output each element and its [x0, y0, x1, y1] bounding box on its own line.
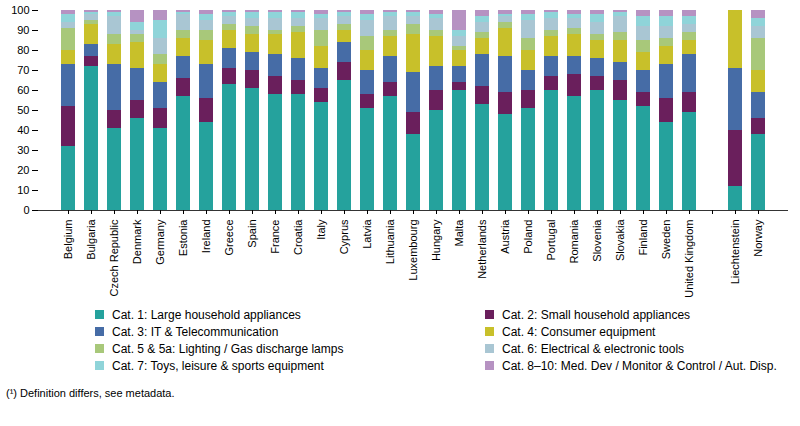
html-text:Cat. 8–10: Med. Dev / Monitor: Cat. 8–10: Med. Dev / Monitor & Control … [502, 358, 777, 373]
svg-text:80: 80 [17, 44, 29, 56]
html-text:Cat. 6: Electrical & electroni: Cat. 6: Electrical & electronic tools [502, 341, 685, 356]
svg-text:20: 20 [17, 164, 29, 176]
svg-text:France: France [269, 220, 281, 254]
svg-text:100: 100 [11, 4, 29, 16]
svg-text:Romania: Romania [568, 219, 580, 264]
svg-text:Luxembourg: Luxembourg [407, 220, 419, 281]
svg-text:Germany: Germany [154, 219, 166, 265]
svg-text:Malta: Malta [453, 219, 465, 247]
svg-text:60: 60 [17, 84, 29, 96]
html-text:Cat. 2: Small household applia: Cat. 2: Small household appliances [502, 307, 691, 322]
svg-text:Spain: Spain [246, 220, 258, 248]
svg-text:50: 50 [17, 104, 29, 116]
svg-text:Portugal: Portugal [545, 220, 557, 261]
svg-text:40: 40 [17, 124, 29, 136]
svg-text:Denmark: Denmark [131, 219, 143, 264]
svg-text:Hungary: Hungary [430, 219, 442, 261]
svg-text:Netherlands: Netherlands [476, 219, 488, 279]
html-text:Cat. 4: Consumer equipment: Cat. 4: Consumer equipment [502, 324, 656, 339]
html-text:Cat. 5 & 5a: Lighting / Gas di: Cat. 5 & 5a: Lighting / Gas discharge la… [112, 341, 344, 356]
svg-text:Slovakia: Slovakia [614, 219, 626, 261]
svg-text:90: 90 [17, 24, 29, 36]
html-text:(¹) Definition differs, see me: (¹) Definition differs, see metadata. [6, 387, 175, 399]
svg-text:0: 0 [23, 204, 29, 216]
svg-text:Greece: Greece [223, 220, 235, 256]
svg-text:Czech Republic: Czech Republic [108, 219, 120, 297]
svg-text:70: 70 [17, 64, 29, 76]
svg-text:Slovenia: Slovenia [591, 219, 603, 262]
svg-text:Finland: Finland [637, 220, 649, 256]
svg-text:Italy: Italy [315, 219, 327, 240]
svg-text:Ireland: Ireland [200, 220, 212, 254]
html-text:Cat. 7: Toys, leisure & sports: Cat. 7: Toys, leisure & sports equipment [112, 358, 324, 373]
svg-text:Austria: Austria [499, 219, 511, 254]
svg-text:30: 30 [17, 144, 29, 156]
svg-text:Bulgaria: Bulgaria [85, 219, 97, 260]
svg-text:Liechtenstein: Liechtenstein [729, 220, 741, 285]
svg-text:Latvia: Latvia [361, 219, 373, 249]
svg-text:Lithuania: Lithuania [384, 219, 396, 265]
svg-text:Sweden: Sweden [660, 220, 672, 260]
svg-text:Norway: Norway [752, 219, 764, 257]
svg-text:Estonia: Estonia [177, 219, 189, 257]
svg-text:Croatia: Croatia [292, 219, 304, 255]
svg-text:10: 10 [17, 184, 29, 196]
html-text:Cat. 1: Large household applia: Cat. 1: Large household appliances [112, 307, 301, 322]
svg-text:Belgium: Belgium [62, 220, 74, 260]
svg-text:Cyprus: Cyprus [338, 219, 350, 254]
svg-text:United Kingdom: United Kingdom [683, 220, 695, 298]
html-text:Cat. 3: IT & Telecommunication: Cat. 3: IT & Telecommunication [112, 324, 279, 339]
svg-text:Poland: Poland [522, 220, 534, 254]
